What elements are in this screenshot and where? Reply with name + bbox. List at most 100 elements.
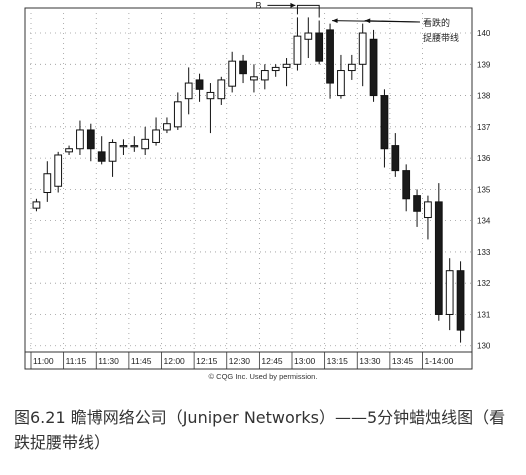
candle-body bbox=[326, 29, 334, 84]
candle-body bbox=[413, 195, 421, 212]
arrow-belt-hold-head bbox=[364, 18, 371, 24]
candle bbox=[402, 164, 411, 212]
x-tick-label: 12:15 bbox=[196, 356, 218, 366]
y-tick-label: 138 bbox=[477, 92, 491, 101]
candle bbox=[163, 117, 171, 134]
copyright-credit: © CQG Inc. Used by permission. bbox=[208, 372, 318, 381]
candle-body bbox=[43, 173, 52, 194]
candle bbox=[239, 54, 247, 84]
candle bbox=[206, 83, 215, 134]
candle-body bbox=[86, 129, 95, 150]
candle-body bbox=[152, 129, 160, 143]
candle-body bbox=[358, 32, 367, 65]
candle-body bbox=[228, 60, 237, 87]
annotation-belt-hold-line2: 捉腰带线 bbox=[423, 32, 459, 43]
candle bbox=[108, 139, 117, 177]
candle bbox=[347, 54, 356, 80]
candle-body bbox=[108, 141, 117, 162]
y-tick-label: 139 bbox=[477, 60, 491, 69]
candle-body bbox=[76, 129, 84, 150]
candle bbox=[43, 161, 52, 202]
candle bbox=[434, 183, 443, 321]
x-tick-label: 11:00 bbox=[33, 356, 54, 366]
y-axis-ticks: 130 131 132 133 134 135 136 137 138 139 140 bbox=[477, 29, 491, 351]
candle-body bbox=[260, 70, 269, 81]
candle bbox=[76, 120, 84, 155]
bracket-b bbox=[296, 4, 320, 18]
x-tick-label: 13:15 bbox=[327, 356, 349, 366]
candle bbox=[97, 136, 106, 165]
y-tick-label: 140 bbox=[477, 29, 491, 38]
candle bbox=[293, 17, 302, 71]
candle bbox=[130, 136, 139, 152]
plot-area bbox=[24, 7, 473, 370]
x-tick-label: 13:00 bbox=[294, 356, 316, 366]
x-tick-label: 11:30 bbox=[98, 356, 119, 366]
candle-body bbox=[315, 32, 324, 62]
y-tick-label: 137 bbox=[477, 123, 491, 132]
candle bbox=[304, 17, 313, 59]
candle bbox=[337, 54, 345, 99]
candle bbox=[282, 58, 291, 87]
y-tick-label: 134 bbox=[477, 217, 491, 226]
x-tick-label: 12:45 bbox=[261, 356, 283, 366]
candle bbox=[250, 64, 258, 93]
annotation-belt-hold-line1: 看跌的 bbox=[423, 17, 450, 28]
candle-body bbox=[141, 138, 150, 150]
candle bbox=[260, 64, 269, 90]
candle bbox=[445, 258, 454, 331]
candle bbox=[380, 89, 389, 168]
y-tick-label: 133 bbox=[477, 248, 491, 257]
candle-body bbox=[282, 63, 291, 68]
candle-body bbox=[97, 151, 106, 162]
candle-body bbox=[380, 95, 389, 150]
candle-body bbox=[456, 270, 465, 331]
candle bbox=[173, 92, 182, 130]
candle-body bbox=[65, 148, 73, 153]
candle bbox=[217, 76, 226, 105]
candle-body bbox=[130, 145, 139, 148]
x-tick-label: 1-14:00 bbox=[425, 356, 454, 366]
candle bbox=[152, 117, 160, 146]
candle-body bbox=[195, 79, 204, 90]
candle bbox=[184, 67, 193, 115]
candle bbox=[119, 139, 128, 155]
arrow-b-head bbox=[290, 2, 296, 8]
x-tick-label: 11:15 bbox=[66, 356, 87, 366]
candle-body bbox=[304, 32, 313, 40]
x-tick-label: 11:45 bbox=[131, 356, 152, 366]
candle-body bbox=[271, 66, 280, 72]
candle-body bbox=[293, 35, 302, 65]
candle bbox=[326, 23, 334, 99]
candle-body bbox=[434, 201, 443, 315]
x-tick-label: 13:45 bbox=[392, 356, 414, 366]
candle bbox=[424, 195, 432, 240]
candle-body bbox=[391, 145, 400, 172]
candle bbox=[228, 51, 237, 93]
y-tick-label: 131 bbox=[477, 310, 491, 319]
y-tick-label: 135 bbox=[477, 185, 491, 194]
candle-body bbox=[119, 145, 128, 148]
candle bbox=[315, 20, 324, 65]
x-axis: 11:00 11:15 11:30 11:45 12:00 12:15 12:30 12:45… bbox=[25, 351, 472, 369]
y-tick-label: 132 bbox=[477, 279, 491, 288]
candle-body bbox=[337, 70, 345, 97]
candle-body bbox=[445, 270, 454, 315]
candle bbox=[358, 23, 367, 87]
annotations: B 看跌的 捉腰带线 bbox=[255, 0, 459, 43]
y-tick-label: 130 bbox=[477, 342, 491, 351]
candle bbox=[413, 189, 421, 227]
candle bbox=[369, 29, 378, 102]
candle-body bbox=[163, 123, 171, 131]
candle-body bbox=[250, 76, 258, 81]
x-tick-label: 12:00 bbox=[164, 356, 186, 366]
candle bbox=[65, 145, 73, 155]
candle-body bbox=[402, 170, 411, 200]
candle bbox=[86, 123, 95, 162]
candle-body bbox=[173, 101, 182, 128]
x-tick-label: 13:30 bbox=[359, 356, 381, 366]
candle-body bbox=[424, 201, 432, 219]
candle bbox=[271, 64, 280, 77]
y-tick-label: 136 bbox=[477, 154, 491, 163]
x-tick-label: 12:30 bbox=[229, 356, 251, 366]
